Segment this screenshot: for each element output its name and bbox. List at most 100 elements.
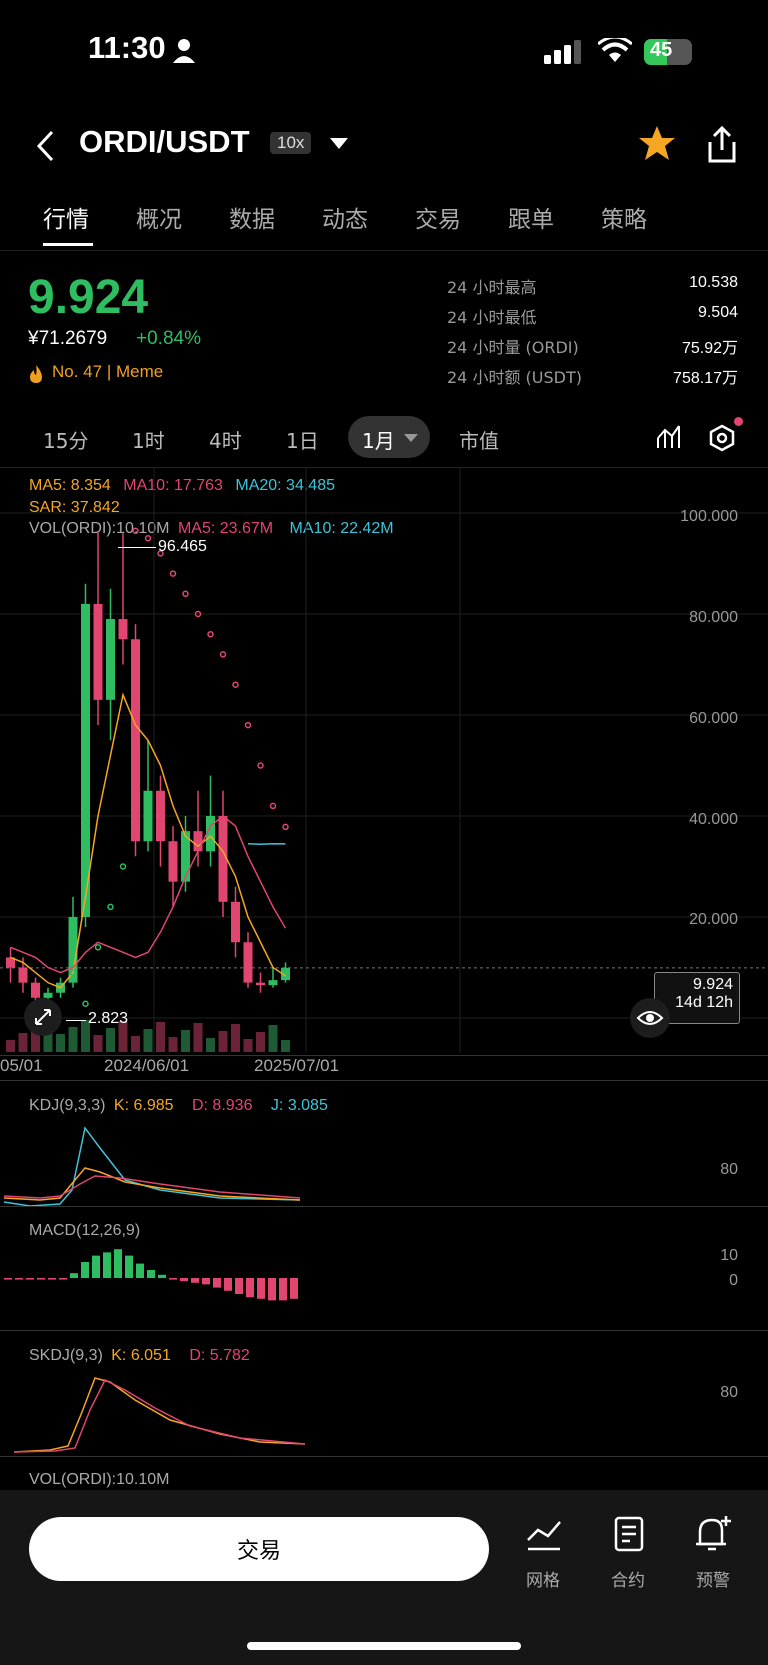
volume-bar (231, 1024, 240, 1052)
x-axis-line (0, 1055, 768, 1056)
macd-bar (191, 1278, 199, 1283)
period-1h[interactable]: 1时 (132, 429, 165, 453)
kdj-divider (0, 1206, 768, 1207)
sar-dot (244, 721, 252, 729)
volume-bar (6, 1040, 15, 1052)
trade-button[interactable]: 交易 (29, 1517, 489, 1581)
volume-bar (256, 1032, 265, 1052)
candle-body (231, 901, 240, 943)
macd-bar (125, 1255, 133, 1278)
subchart-divider (0, 1080, 768, 1081)
tab-overview[interactable]: 概况 (136, 207, 182, 233)
kdj-chart (3, 1126, 301, 1207)
legend-vol-ma5: MA5: 23.67M (177, 520, 274, 537)
candle-body (93, 603, 103, 700)
volume-bar (281, 1040, 290, 1052)
sar-dot (232, 681, 239, 688)
candle-body (206, 816, 215, 852)
tab-data[interactable]: 数据 (229, 207, 275, 233)
period-market-cap[interactable]: 市值 (459, 429, 499, 453)
volume-bar (81, 1020, 90, 1052)
fire-icon (30, 365, 42, 383)
period-4h[interactable]: 4时 (209, 429, 242, 453)
macd-bar (48, 1278, 56, 1280)
macd-bar (202, 1278, 210, 1285)
high-label: 96.465 (158, 538, 207, 555)
pair-title[interactable]: ORDI/USDT (79, 124, 250, 159)
rank-badge[interactable]: No. 47 | Meme (52, 362, 163, 382)
volume-bar (156, 1022, 165, 1052)
kdj-d: D: 8.936 (191, 1097, 253, 1114)
volume-bar (243, 1039, 253, 1052)
macd-bar (70, 1273, 78, 1278)
y-tick-20: 20.000 (689, 911, 738, 928)
candle-body (218, 816, 228, 902)
period-1d[interactable]: 1日 (286, 429, 319, 453)
tab-trade[interactable]: 交易 (415, 207, 461, 233)
macd-bar (224, 1278, 232, 1291)
volume-bar (218, 1031, 228, 1052)
tabs-divider (0, 250, 768, 251)
candle-body (6, 957, 15, 968)
legend-sar: SAR: 37.842 (29, 499, 120, 516)
home-indicator (247, 1642, 521, 1650)
candle-body (31, 982, 40, 998)
dropdown-icon[interactable] (330, 138, 348, 150)
alert-bell-icon (696, 1516, 731, 1551)
legend-vol-ma10: MA10: 22.42M (289, 520, 394, 537)
expand-button[interactable] (24, 998, 62, 1036)
contract-tool-label: 合约 (611, 1571, 645, 1591)
high-marker-line (118, 547, 156, 548)
legend-ma10: MA10: 17.763 (123, 477, 223, 494)
y-tick-40: 40.000 (689, 811, 738, 828)
macd-tick-0: 0 (729, 1272, 738, 1289)
stat-label-volume: 24 小时量 (ORDI) (447, 338, 579, 357)
kdj-j-line (3, 1126, 301, 1207)
macd-bar (15, 1278, 23, 1280)
candlestick-chart[interactable] (0, 468, 768, 1053)
candle-body (131, 639, 140, 842)
chart-settings-icon[interactable] (708, 424, 736, 452)
person-icon (173, 39, 195, 63)
candle-body (43, 992, 53, 998)
signal-icon (544, 40, 581, 64)
period-15m[interactable]: 15分 (43, 429, 89, 453)
rank-separator: | (106, 362, 112, 381)
tab-copy-trading[interactable]: 跟单 (508, 207, 554, 233)
back-icon[interactable] (36, 130, 56, 162)
category-text: Meme (115, 362, 164, 381)
tab-strategy[interactable]: 策略 (601, 207, 647, 233)
tab-market[interactable]: 行情 (43, 207, 89, 233)
volume-bar (181, 1030, 190, 1052)
y-tick-100: 100.000 (680, 508, 738, 525)
visibility-button[interactable] (630, 998, 670, 1038)
sar-dot (282, 823, 289, 831)
volume-bar (193, 1023, 203, 1052)
candle-body (243, 942, 253, 983)
tab-feed[interactable]: 动态 (322, 207, 368, 233)
expand-icon (35, 1009, 51, 1025)
period-dropdown-icon[interactable] (404, 434, 418, 443)
sar-dot (107, 903, 114, 911)
x-tick-20240601: 2024/06/01 (104, 1056, 190, 1075)
kdj-k-line (3, 1167, 301, 1201)
period-1mo[interactable]: 1月 (362, 429, 395, 453)
favorite-star-icon[interactable] (638, 125, 676, 161)
candle-body (168, 841, 178, 882)
skdj-k: K: 6.051 (111, 1347, 171, 1364)
battery-icon: 45 (644, 39, 692, 65)
stat-label-low: 24 小时最低 (447, 308, 537, 327)
macd-bar (114, 1249, 122, 1278)
share-icon[interactable] (706, 126, 738, 164)
skdj-chart (13, 1377, 306, 1453)
macd-bar (279, 1278, 287, 1301)
skdj-tick-80: 80 (720, 1384, 738, 1401)
indicator-icon[interactable] (656, 424, 682, 450)
kdj-d-line (3, 1175, 301, 1199)
candle-body (281, 967, 290, 981)
macd-divider (0, 1330, 768, 1331)
y-tick-80: 80.000 (689, 609, 738, 626)
last-price: 9.924 (28, 271, 149, 324)
sar-dot (169, 570, 177, 577)
macd-chart (4, 1249, 298, 1301)
